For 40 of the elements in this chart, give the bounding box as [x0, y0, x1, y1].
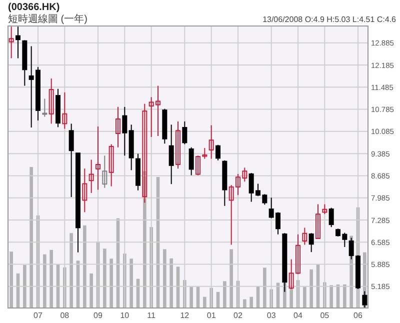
x-tick-label: 07 — [34, 311, 43, 320]
bar — [230, 249, 233, 308]
bar — [50, 250, 53, 308]
x-tick-label: 06 — [354, 311, 363, 320]
bar — [310, 269, 313, 308]
bar — [43, 254, 46, 308]
bar — [303, 286, 306, 308]
x-tick-label: 05 — [320, 311, 330, 320]
x-tick-label: 09 — [94, 311, 103, 320]
bar — [130, 258, 133, 308]
chart-subtitle: 短時週線圖 (一年) — [8, 13, 88, 25]
x-tick-label: 08 — [60, 311, 70, 320]
x-tick-label: 11 — [147, 311, 156, 320]
bar — [90, 273, 93, 308]
bar — [250, 296, 253, 308]
bar — [110, 258, 113, 308]
x-tick-label: 04 — [294, 311, 303, 320]
bar — [190, 286, 193, 308]
bar — [23, 264, 26, 308]
bar — [223, 281, 226, 308]
bar — [263, 268, 266, 308]
text: 13/06/2008 O:4.9 H:5.03 L:4.51 C:4.6 — [262, 15, 397, 24]
bar — [243, 299, 246, 308]
x-tick-label: 03 — [266, 311, 276, 320]
bar — [163, 249, 166, 308]
bar — [203, 296, 206, 308]
x-tick-label: 01 — [206, 311, 216, 320]
bar — [343, 284, 346, 308]
bar — [290, 288, 293, 308]
x-tick-label: 10 — [120, 311, 130, 320]
x-tick-label: 12 — [180, 311, 190, 320]
bar — [330, 285, 333, 308]
chart-title: (00366.HK) — [8, 2, 60, 13]
bar — [70, 233, 73, 308]
bar — [103, 248, 106, 308]
bar — [10, 252, 13, 308]
bar — [83, 225, 86, 308]
bar — [30, 167, 33, 308]
bar — [170, 258, 173, 308]
x-tick-label: 02 — [234, 311, 243, 320]
